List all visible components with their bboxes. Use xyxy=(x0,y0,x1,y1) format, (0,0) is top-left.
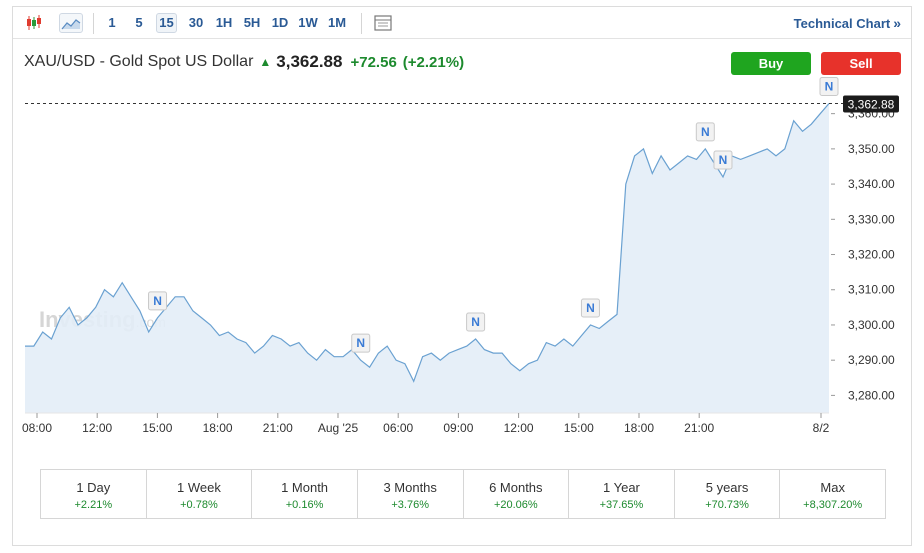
last-price-tag xyxy=(843,95,899,113)
x-tick-label: Aug '25 xyxy=(318,421,359,435)
x-tick-label: 06:00 xyxy=(383,421,413,435)
period-label: 6 Months xyxy=(489,480,543,495)
y-tick-label: 3,320.00 xyxy=(848,248,895,262)
price-chart[interactable]: Investing.com3,280.003,290.003,300.003,3… xyxy=(13,75,911,445)
period-1-year[interactable]: 1 Year +37.65% xyxy=(569,470,675,518)
timeframe-1[interactable]: 1 xyxy=(108,15,116,30)
x-tick-label: 21:00 xyxy=(263,421,293,435)
period-value: +8,307.20% xyxy=(803,499,863,511)
period-value: +0.16% xyxy=(285,499,324,511)
y-tick-label: 3,290.00 xyxy=(848,353,895,367)
news-marker-label: N xyxy=(825,80,834,94)
instrument-name: XAU/USD - Gold Spot US Dollar xyxy=(24,53,254,70)
timeframe-1h[interactable]: 1H xyxy=(215,15,233,30)
candlestick-icon[interactable] xyxy=(23,13,45,33)
period-value: +70.73% xyxy=(705,499,749,511)
price-area-fill xyxy=(25,103,829,413)
timeframe-30[interactable]: 30 xyxy=(188,15,204,30)
news-marker xyxy=(580,298,600,318)
period-value: +3.76% xyxy=(391,499,429,511)
news-marker xyxy=(351,333,371,353)
news-marker-label: N xyxy=(701,125,710,139)
buy-button[interactable]: Buy xyxy=(731,52,811,75)
x-tick-label: 15:00 xyxy=(142,421,172,435)
price-change: +72.56 xyxy=(350,53,397,71)
period-1-week[interactable]: 1 Week +0.78% xyxy=(147,470,253,518)
period-value: +2.21% xyxy=(74,499,113,511)
period-value: +37.65% xyxy=(599,499,644,511)
x-tick-label: 12:00 xyxy=(82,421,112,435)
news-marker-label: N xyxy=(356,336,365,350)
y-tick-label: 3,310.00 xyxy=(848,283,895,297)
period-5-years[interactable]: 5 years +70.73% xyxy=(675,470,781,518)
price-change-percent: (+2.21%) xyxy=(402,53,465,71)
chart-toolbar: 1 5 15 30 1H 5H 1D 1W 1M Technical Chart… xyxy=(13,7,911,39)
toolbar-divider xyxy=(361,13,362,34)
last-price-label: 3,362.88 xyxy=(848,98,895,112)
technical-chart-link[interactable]: Technical Chart» xyxy=(794,15,901,31)
y-tick-label: 3,340.00 xyxy=(848,177,895,191)
x-tick-label: 18:00 xyxy=(624,421,654,435)
x-tick-label: 08:00 xyxy=(22,421,52,435)
news-marker xyxy=(819,77,839,97)
x-tick-label: 09:00 xyxy=(443,421,473,435)
price-line xyxy=(25,103,830,383)
period-label: 3 Months xyxy=(383,480,437,495)
y-tick-label: 3,330.00 xyxy=(848,212,895,226)
news-marker xyxy=(148,291,168,311)
news-marker-label: N xyxy=(153,294,162,308)
y-tick-label: 3,280.00 xyxy=(848,388,895,402)
sell-button[interactable]: Sell xyxy=(821,52,901,75)
news-marker xyxy=(695,122,715,142)
period-max[interactable]: Max +8,307.20% xyxy=(780,470,885,518)
period-label: 1 Week xyxy=(177,480,221,495)
timeframe-1m[interactable]: 1M xyxy=(327,15,347,30)
period-label: 1 Month xyxy=(281,480,329,495)
performance-periods: 1 Day +2.21% 1 Week +0.78% 1 Month +0.16% 3… xyxy=(40,469,886,519)
timeframe-1d[interactable]: 1D xyxy=(271,15,289,30)
news-marker xyxy=(713,150,733,170)
table-icon[interactable] xyxy=(372,13,394,33)
up-arrow-icon: ▲ xyxy=(259,55,272,69)
x-tick-label: 12:00 xyxy=(504,421,534,435)
period-value: +0.78% xyxy=(180,499,218,511)
timeframe-15[interactable]: 15 xyxy=(156,13,177,33)
period-value: +20.06% xyxy=(493,499,538,511)
period-label: 1 Day xyxy=(76,480,111,495)
news-marker-label: N xyxy=(719,153,728,167)
period-3-months[interactable]: 3 Months +3.76% xyxy=(358,470,464,518)
news-marker-label: N xyxy=(586,301,595,315)
y-tick-label: 3,300.00 xyxy=(848,318,895,332)
period-6-months[interactable]: 6 Months +20.06% xyxy=(464,470,570,518)
period-label: 5 years xyxy=(705,480,749,495)
x-tick-label: 21:00 xyxy=(684,421,714,435)
x-tick-label: 8/2 xyxy=(813,421,830,435)
double-chevron-right-icon: » xyxy=(893,15,901,31)
x-tick-label: 15:00 xyxy=(564,421,594,435)
toolbar-divider xyxy=(93,13,94,34)
period-label: 1 Year xyxy=(603,480,640,495)
timeframe-1w[interactable]: 1W xyxy=(298,15,318,30)
timeframe-5h[interactable]: 5H xyxy=(243,15,261,30)
news-marker-label: N xyxy=(471,315,480,329)
period-1-day[interactable]: 1 Day +2.21% xyxy=(41,470,147,518)
last-price: 3,362.88 xyxy=(276,52,343,71)
y-tick-label: 3,350.00 xyxy=(848,142,895,156)
technical-chart-label: Technical Chart xyxy=(793,16,891,31)
instrument-header: XAU/USD - Gold Spot US Dollar ▲ 3,362.88… xyxy=(24,52,470,72)
period-1-month[interactable]: 1 Month +0.16% xyxy=(252,470,358,518)
x-tick-label: 18:00 xyxy=(203,421,233,435)
period-label: Max xyxy=(820,480,845,495)
area-chart-icon[interactable] xyxy=(59,13,83,33)
timeframe-5[interactable]: 5 xyxy=(135,15,143,30)
chart-widget: 1 5 15 30 1H 5H 1D 1W 1M Technical Chart… xyxy=(12,6,912,546)
news-marker xyxy=(466,312,486,332)
